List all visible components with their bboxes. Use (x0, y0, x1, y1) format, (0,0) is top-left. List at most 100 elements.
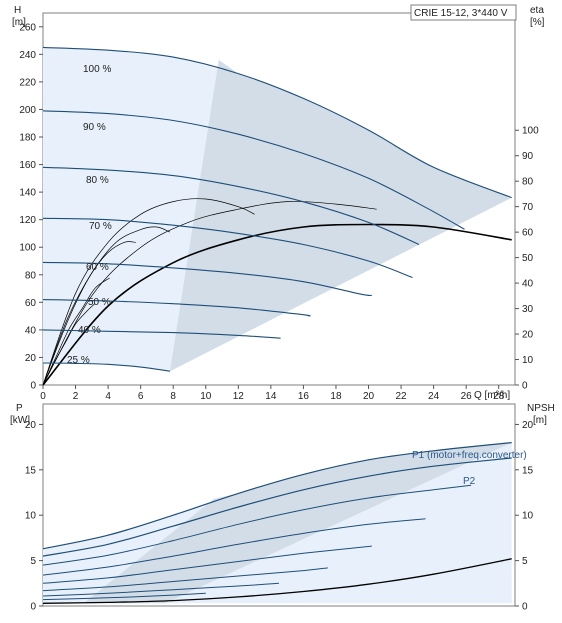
speed-label: 80 % (86, 175, 109, 186)
npsh-tick-label: 5 (522, 556, 528, 567)
p1-label: P1 (motor+freq.converter) (412, 450, 527, 461)
y-tick-label: 40 (25, 325, 37, 336)
head-curve-40pct (42, 329, 281, 339)
top-x-label: Q [m³/h] (474, 390, 510, 401)
head-curve-60pct (42, 261, 372, 297)
speed-label: 60 % (86, 262, 109, 273)
eta-curve (42, 198, 255, 386)
top-y-label: H (14, 5, 21, 16)
power-curve (42, 518, 426, 576)
speed-label: 25 % (67, 355, 90, 366)
eta-tick-label: 30 (522, 304, 534, 315)
p-tick-label: 15 (25, 465, 37, 476)
x-tick-label: 18 (330, 391, 342, 402)
eta-tick-label: 100 (522, 126, 539, 137)
speed-labels: 100 % 90 % 80 % 70 % 60 % 50 % 40 % 25 % (67, 64, 112, 366)
speed-label: 50 % (88, 297, 111, 308)
bottom-y-label: P (16, 403, 23, 414)
x-tick-label: 0 (40, 391, 46, 402)
power-curve (42, 567, 328, 592)
power-curve (42, 545, 372, 584)
y-tick-label: 140 (19, 188, 36, 199)
bottom-right-unit: [m] (533, 415, 547, 426)
power-curves (42, 442, 512, 601)
power-curve (42, 484, 472, 566)
top-right-unit: [%] (530, 17, 545, 28)
eta-curve (42, 277, 110, 386)
eta-tick-label: 60 (522, 228, 534, 239)
head-curve-80pct (42, 166, 420, 246)
power-curve (42, 582, 280, 597)
p2-curve (42, 457, 512, 557)
y-tick-label: 220 (19, 77, 36, 88)
head-curve-70pct (42, 217, 413, 279)
npsh-line (42, 558, 512, 604)
bottom-operating-area (43, 442, 512, 604)
top-y-unit: [m] (12, 17, 26, 28)
title-box-text: CRIE 15-12, 3*440 V (414, 8, 508, 19)
x-tick-label: 12 (233, 391, 245, 402)
p-tick-label: 20 (25, 420, 37, 431)
head-curve-25pct (42, 362, 171, 372)
y-tick-label: 20 (25, 353, 37, 364)
y-tick-label: 120 (19, 215, 36, 226)
eta-curve (42, 201, 377, 386)
x-tick-label: 2 (73, 391, 79, 402)
y-tick-label: 100 (19, 243, 36, 254)
x-tick-label: 6 (138, 391, 144, 402)
title-box (410, 4, 517, 21)
head-curve-50pct (42, 299, 311, 317)
p-tick-label: 10 (25, 511, 37, 522)
bottom-y-unit: [kW] (10, 415, 30, 426)
eta-curve (42, 241, 136, 386)
y-tick-label: 180 (19, 133, 36, 144)
eta-curve (42, 303, 96, 386)
x-tick-label: 16 (298, 391, 310, 402)
eta-curve (42, 223, 512, 386)
power-npsh-chart: 0 5 10 15 20 0 5 10 15 20 P [kW] NPSH [m] P1 (mo… (10, 403, 555, 613)
bottom-y-axis-ticks: 0 5 10 15 20 (25, 420, 43, 613)
speed-label: 70 % (89, 221, 112, 232)
head-curve-90pct (42, 110, 465, 230)
head-curve-100pct (42, 46, 512, 199)
eta-tick-label: 40 (522, 279, 534, 290)
x-tick-label: 24 (428, 391, 440, 402)
head-curves (42, 46, 512, 372)
eta-tick-label: 0 (522, 381, 528, 392)
npsh-tick-label: 10 (522, 511, 534, 522)
bottom-dark-band (83, 442, 512, 604)
top-dark-band (169, 59, 512, 372)
npsh-tick-label: 15 (522, 465, 534, 476)
top-operating-area (43, 47, 512, 372)
p-tick-label: 5 (30, 556, 36, 567)
npsh-tick-label: 0 (522, 602, 528, 613)
top-right-label: eta (530, 5, 544, 16)
eta-curves (42, 198, 512, 386)
x-tick-label: 20 (363, 391, 375, 402)
x-tick-label: 14 (265, 391, 277, 402)
x-tick-label: 26 (461, 391, 473, 402)
x-tick-label: 28 (493, 391, 505, 402)
x-tick-label: 22 (396, 391, 408, 402)
y-tick-label: 240 (19, 50, 36, 61)
eta-curve (42, 226, 171, 386)
top-right-axis-ticks: 0 10 20 30 40 50 60 70 80 90 100 (515, 126, 539, 392)
y-tick-label: 80 (25, 270, 37, 281)
npsh-curve (42, 558, 512, 604)
y-tick-label: 200 (19, 105, 36, 116)
top-x-axis-ticks: 0 2 4 6 8 10 12 14 16 18 20 22 24 26 28 (40, 385, 505, 402)
y-tick-label: 260 (19, 22, 36, 33)
x-tick-label: 4 (105, 391, 111, 402)
x-tick-label: 10 (200, 391, 212, 402)
eta-tick-label: 80 (522, 177, 534, 188)
x-tick-label: 8 (170, 391, 176, 402)
eta-tick-label: 10 (522, 355, 534, 366)
eta-tick-label: 50 (522, 253, 534, 264)
speed-label: 100 % (83, 64, 111, 75)
npsh-tick-label: 20 (522, 420, 534, 431)
y-tick-label: 60 (25, 298, 37, 309)
p-tick-label: 0 (30, 602, 36, 613)
bottom-right-axis-ticks: 0 5 10 15 20 (515, 420, 534, 613)
y-tick-label: 0 (30, 381, 36, 392)
